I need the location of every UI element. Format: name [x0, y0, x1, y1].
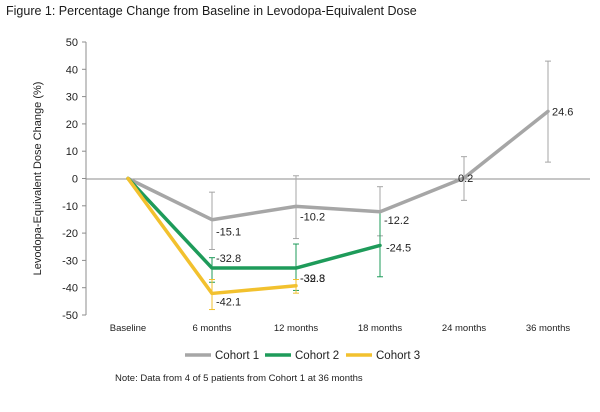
x-tick-label: Baseline	[110, 323, 146, 334]
y-tick-label: -40	[62, 283, 78, 295]
chart-title: Figure 1: Percentage Change from Baselin…	[6, 4, 417, 18]
data-label: -15.1	[216, 227, 241, 239]
x-tick-label: 12 months	[274, 323, 319, 334]
y-tick-label: 20	[66, 119, 78, 131]
data-label: -39.3	[300, 273, 325, 285]
x-tick-label: 36 months	[526, 323, 571, 334]
series-lines	[126, 109, 550, 296]
y-tick-label: -50	[62, 310, 78, 322]
data-label: 24.6	[552, 106, 573, 118]
data-label: -32.8	[216, 253, 241, 265]
y-tick-label: 30	[66, 92, 78, 104]
data-label: -32.8	[300, 273, 325, 285]
series-line-cohort-1	[126, 109, 550, 222]
y-axis-title: Levodopa-Equivalent Dose Change (%)	[32, 82, 44, 276]
y-tick-label: 10	[66, 146, 78, 158]
data-label: 0.2	[458, 173, 473, 185]
y-tick-label: 40	[66, 64, 78, 76]
footnote: Note: Data from 4 of 5 patients from Coh…	[115, 373, 363, 384]
data-label: -12.2	[384, 215, 409, 227]
x-tick-label: 18 months	[358, 323, 403, 334]
y-tick-label: -10	[62, 201, 78, 213]
data-label: -42.1	[216, 296, 241, 308]
x-tick-label: 24 months	[442, 323, 487, 334]
series-line-cohort-3	[126, 176, 298, 296]
y-tick-label: 50	[66, 37, 78, 49]
error-bars	[209, 60, 551, 311]
y-tick-label: 0	[72, 174, 78, 186]
data-label: -24.5	[386, 242, 411, 254]
data-label: -10.2	[300, 211, 325, 223]
legend: Cohort 1 Cohort 2 Cohort 3	[185, 350, 420, 362]
series-line-cohort-2	[126, 176, 382, 270]
legend-label: Cohort 1	[215, 350, 259, 362]
y-tick-label: -30	[62, 255, 78, 267]
x-tick-label: 6 months	[192, 323, 231, 334]
axes: 50 40 30 20 10 0 -10 -20 -30 -40 -50 Baseline 6 mont…	[32, 37, 590, 334]
legend-label: Cohort 3	[376, 350, 420, 362]
data-labels: -15.1 -10.2 -12.2 0.2 24.6 -32.8 -32.8 -24.5 -42…	[216, 106, 573, 308]
legend-label: Cohort 2	[295, 350, 339, 362]
y-tick-label: -20	[62, 228, 78, 240]
